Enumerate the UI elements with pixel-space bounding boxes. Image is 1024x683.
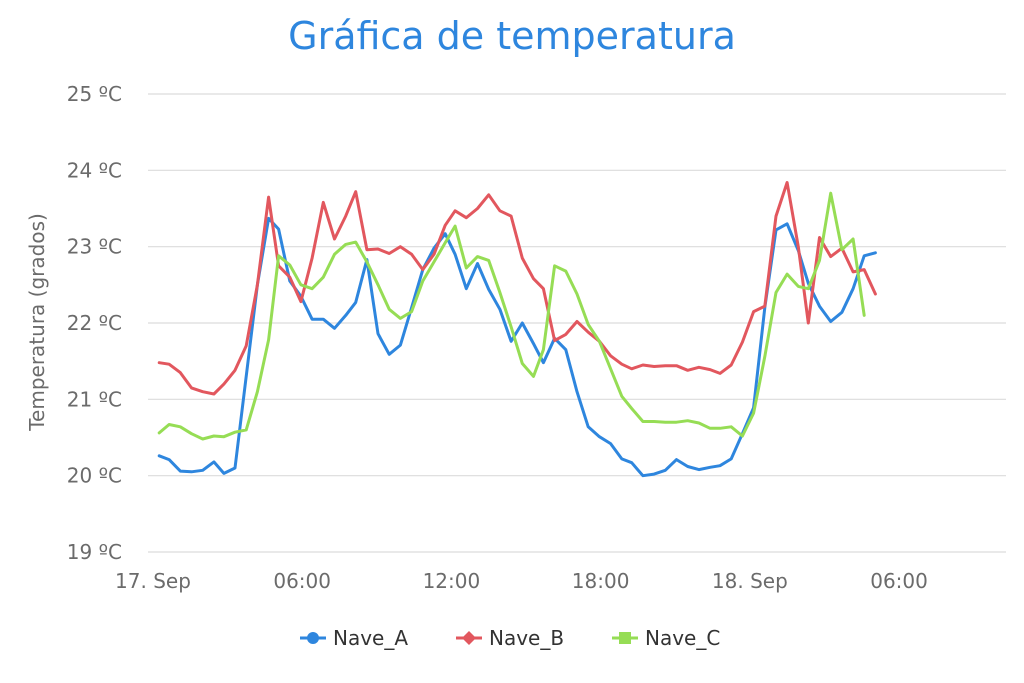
x-tick-labels: 17. Sep 06:00 12:00 18:00 18. Sep 06:00 <box>115 569 928 593</box>
y-tick-label: 21 ºC <box>67 387 122 411</box>
y-tick-label: 19 ºC <box>67 540 122 564</box>
square-marker-icon <box>619 632 631 644</box>
circle-marker-icon <box>307 632 319 644</box>
x-tick-label: 06:00 <box>870 569 928 593</box>
diamond-marker-icon <box>462 631 476 645</box>
chart-title: Gráfica de temperatura <box>288 14 736 58</box>
legend-label: Nave_C <box>645 626 720 650</box>
legend-label: Nave_B <box>489 626 564 650</box>
grid-layer <box>148 93 1006 553</box>
y-tick-labels: 19 ºC 20 ºC 21 ºC 22 ºC 23 ºC 24 ºC 25 ºC <box>67 82 122 564</box>
legend: Nave_A Nave_B Nave_C <box>300 626 720 650</box>
y-tick-label: 25 ºC <box>67 82 122 106</box>
series-line-nave-b <box>157 181 877 396</box>
series-line-nave-c <box>157 191 866 441</box>
y-tick-label: 22 ºC <box>67 311 122 335</box>
y-tick-label: 20 ºC <box>67 464 122 488</box>
legend-item-nave-a[interactable]: Nave_A <box>300 626 408 650</box>
legend-item-nave-c[interactable]: Nave_C <box>612 626 720 650</box>
x-tick-label: 17. Sep <box>115 569 191 593</box>
series-line-nave-a <box>157 216 877 478</box>
y-tick-label: 23 ºC <box>67 235 122 259</box>
x-tick-label: 18:00 <box>572 569 630 593</box>
series-layer <box>157 181 877 478</box>
legend-label: Nave_A <box>333 626 408 650</box>
y-tick-label: 24 ºC <box>67 158 122 182</box>
x-tick-label: 18. Sep <box>712 569 788 593</box>
legend-item-nave-b[interactable]: Nave_B <box>456 626 564 650</box>
x-tick-label: 12:00 <box>423 569 481 593</box>
y-axis-title: Temperatura (grados) <box>25 213 49 432</box>
x-tick-label: 06:00 <box>273 569 331 593</box>
